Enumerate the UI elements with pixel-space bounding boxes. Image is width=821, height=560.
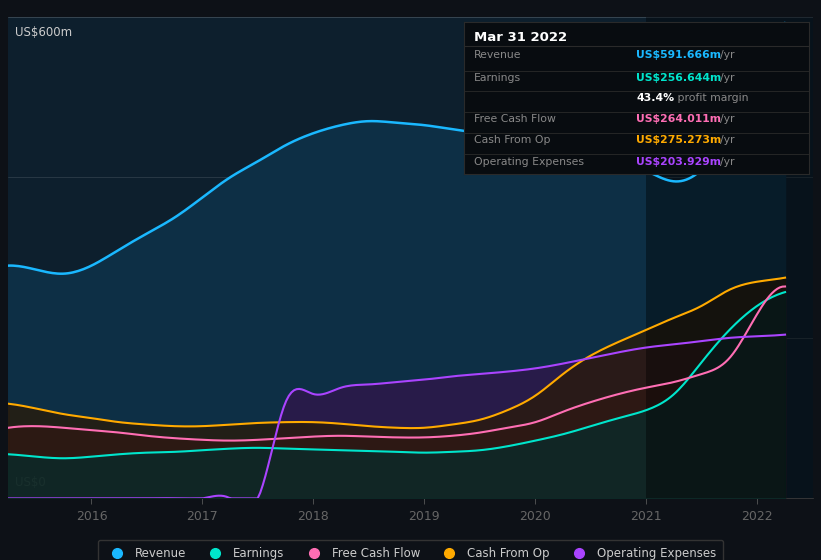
Text: US$203.929m: US$203.929m: [636, 157, 722, 167]
Text: US$0: US$0: [15, 476, 45, 489]
Text: /yr: /yr: [720, 157, 734, 167]
Text: Mar 31 2022: Mar 31 2022: [475, 31, 567, 44]
Text: US$256.644m: US$256.644m: [636, 73, 722, 83]
Legend: Revenue, Earnings, Free Cash Flow, Cash From Op, Operating Expenses: Revenue, Earnings, Free Cash Flow, Cash …: [98, 540, 723, 560]
Text: Revenue: Revenue: [475, 50, 521, 59]
Text: /yr: /yr: [720, 73, 734, 83]
Text: US$264.011m: US$264.011m: [636, 114, 722, 124]
Text: US$600m: US$600m: [15, 26, 71, 39]
Text: /yr: /yr: [720, 114, 734, 124]
Text: US$275.273m: US$275.273m: [636, 135, 722, 145]
Text: /yr: /yr: [720, 135, 734, 145]
Text: Free Cash Flow: Free Cash Flow: [475, 114, 556, 124]
Text: /yr: /yr: [720, 50, 734, 59]
Text: Operating Expenses: Operating Expenses: [475, 157, 585, 167]
Text: US$591.666m: US$591.666m: [636, 50, 722, 59]
Text: profit margin: profit margin: [674, 94, 749, 104]
Text: Earnings: Earnings: [475, 73, 521, 83]
Text: Cash From Op: Cash From Op: [475, 135, 551, 145]
Text: 43.4%: 43.4%: [636, 94, 674, 104]
Bar: [646, 17, 813, 498]
